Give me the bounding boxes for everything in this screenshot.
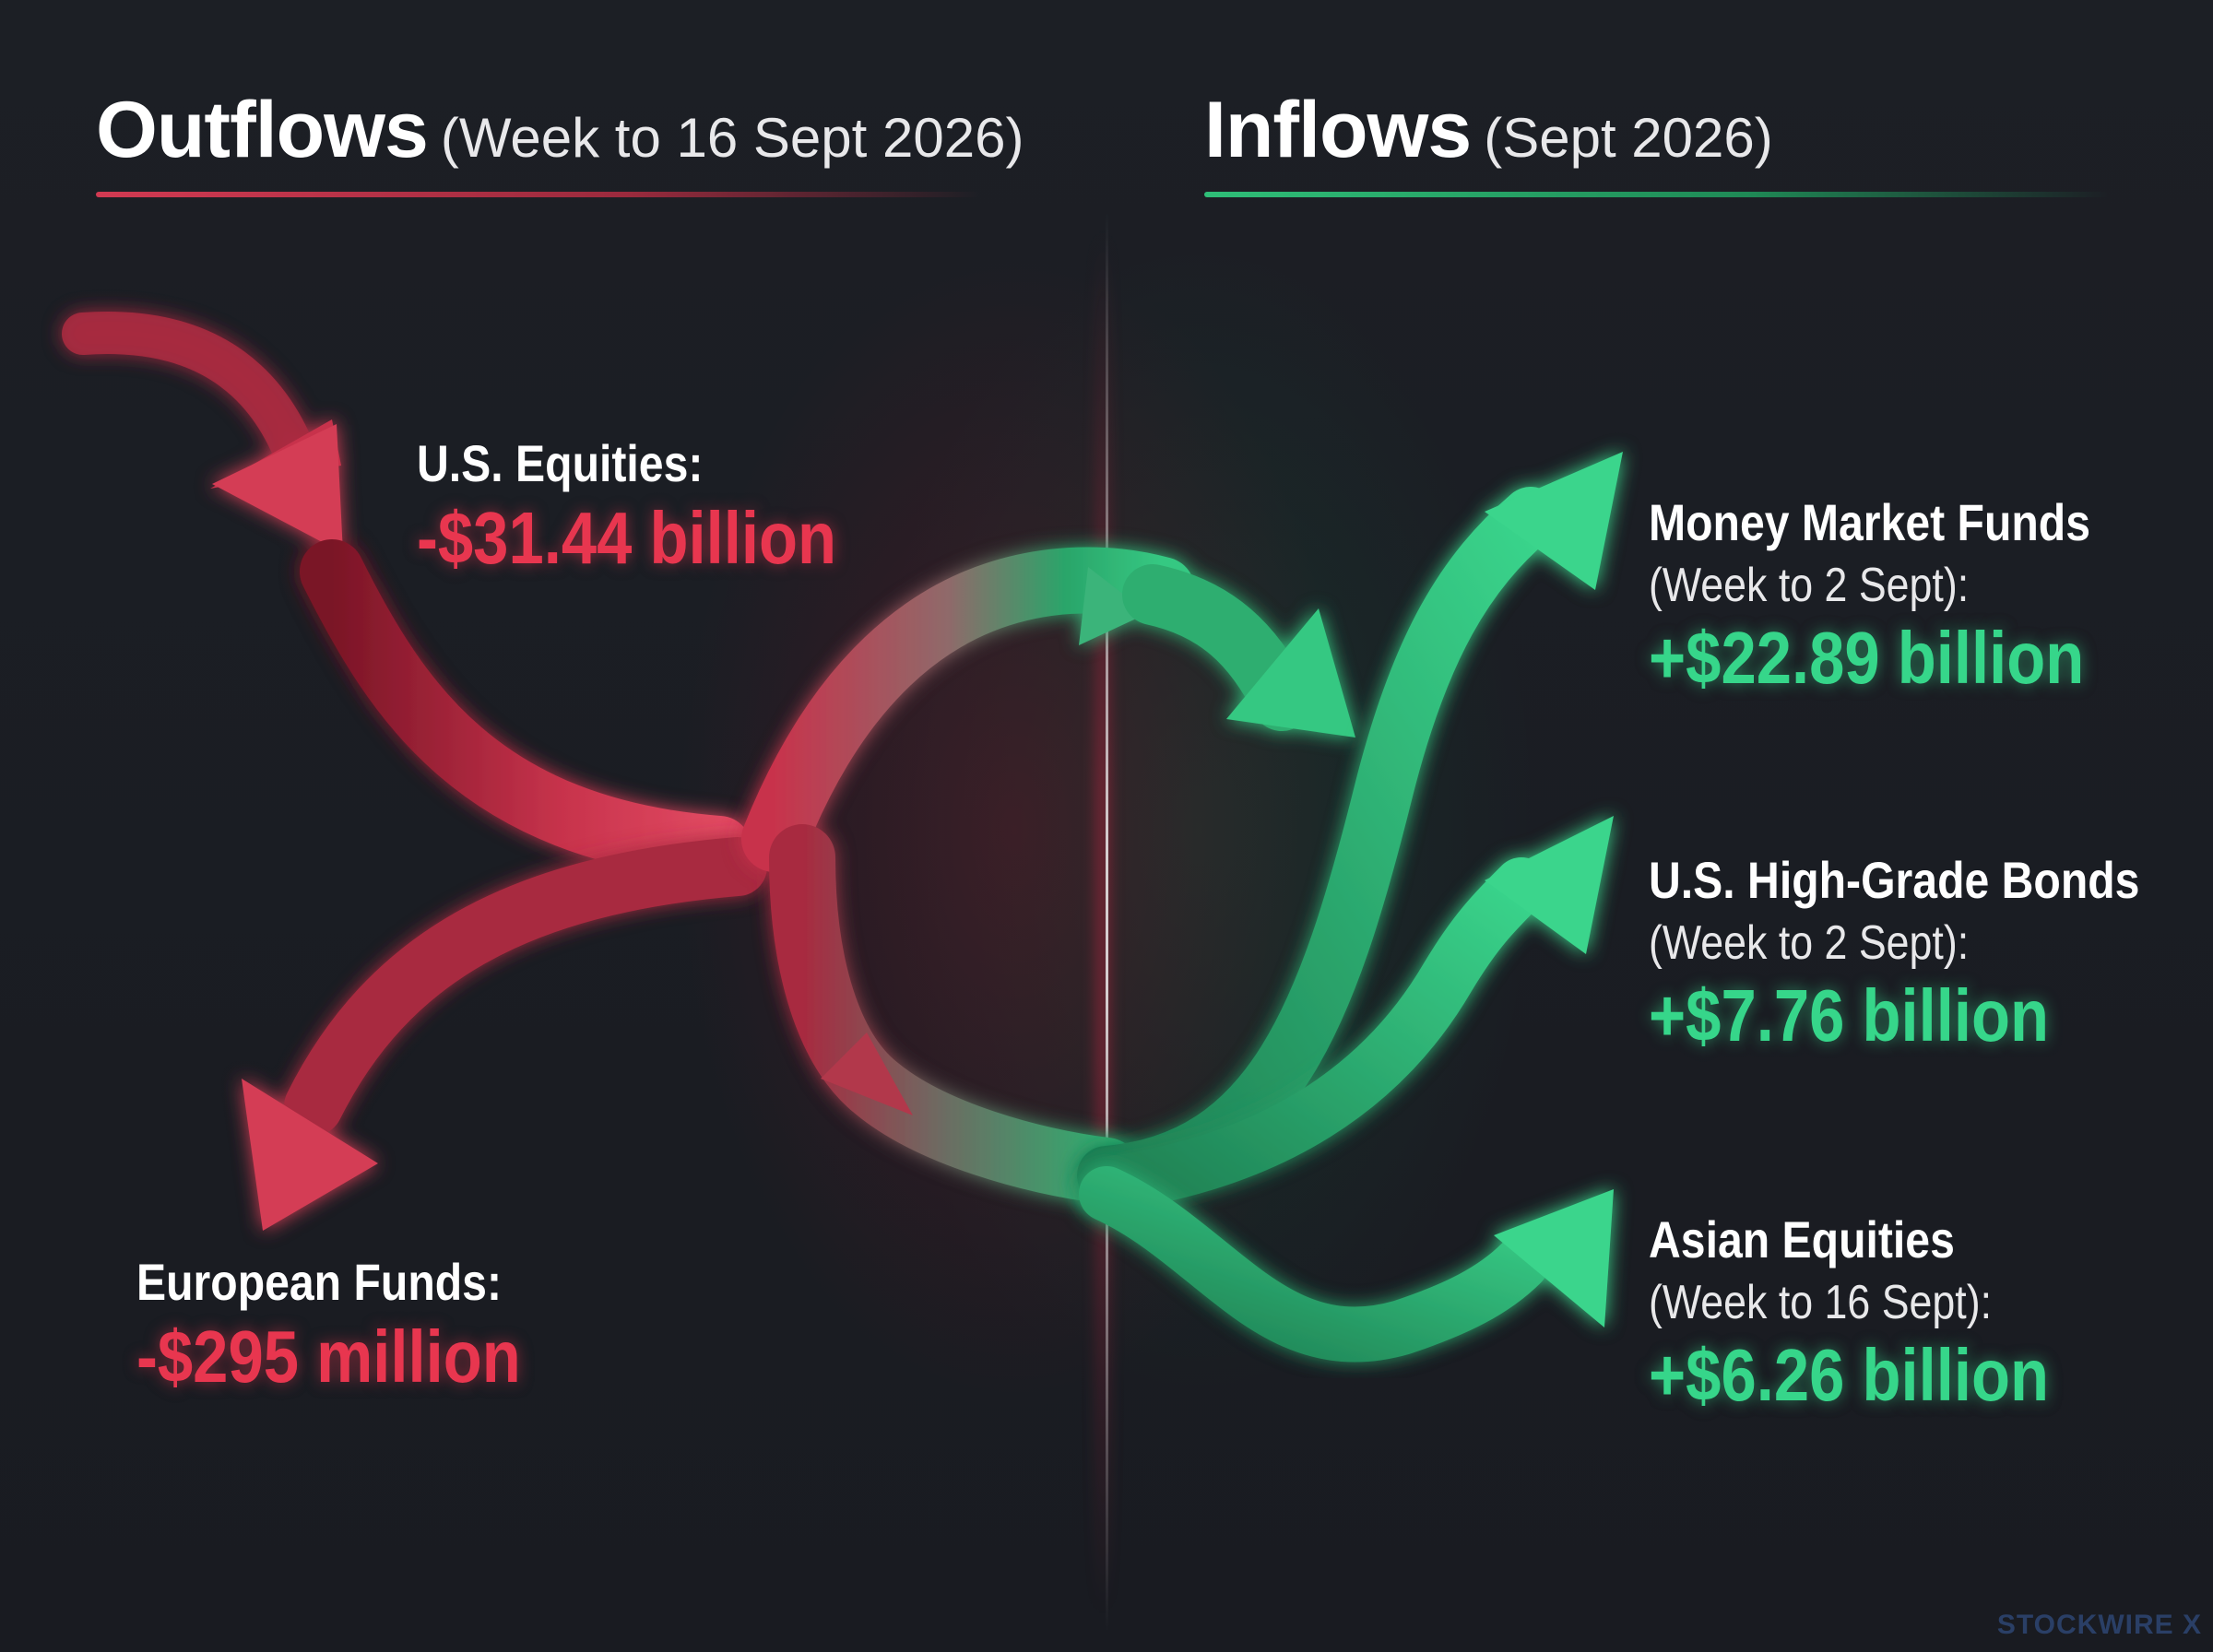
asian-equities-name: Asian Equities — [1649, 1210, 1955, 1268]
inflows-period: (Sept 2026) — [1484, 107, 1773, 169]
us-equities-outflow-arrow — [62, 312, 751, 880]
european-funds-label: European Funds: -$295 million — [136, 1250, 584, 1399]
inflows-title: Inflows — [1204, 86, 1472, 174]
reallocation-loop — [741, 547, 1355, 1204]
money-market-name: Money Market Funds — [1649, 493, 2090, 551]
asian-equities-value: +$6.26 billion — [1649, 1334, 2050, 1416]
asian-equities-period: (Week to 16 Sept): — [1649, 1276, 1993, 1329]
center-divider — [1106, 212, 1108, 1632]
inflows-underline — [1204, 192, 2108, 197]
high-grade-bonds-name: U.S. High-Grade Bonds — [1649, 851, 2140, 909]
asian-equities-inflow-arrow — [1079, 1166, 1614, 1363]
money-market-period: (Week to 2 Sept): — [1649, 559, 1970, 612]
us-equities-label: U.S. Equities: -$31.44 billion — [417, 431, 905, 581]
outflows-heading: Outflows (Week to 16 Sept 2026) — [96, 85, 1024, 176]
european-funds-outflow-arrow — [242, 837, 767, 1231]
outflows-title: Outflows — [96, 86, 429, 174]
money-market-label: Money Market Funds (Week to 2 Sept): +$2… — [1649, 490, 2162, 701]
high-grade-bonds-period: (Week to 2 Sept): — [1649, 916, 1970, 970]
high-grade-bonds-inflow-arrow — [1079, 816, 1614, 1212]
outflows-underline — [96, 192, 981, 197]
high-grade-bonds-label: U.S. High-Grade Bonds (Week to 2 Sept): … — [1649, 848, 2213, 1058]
high-grade-bonds-value: +$7.76 billion — [1649, 974, 2050, 1056]
inflows-heading: Inflows (Sept 2026) — [1204, 85, 1773, 176]
asian-equities-label: Asian Equities (Week to 16 Sept): +$6.26… — [1649, 1208, 2114, 1418]
outflows-period: (Week to 16 Sept 2026) — [440, 107, 1024, 169]
us-equities-name: U.S. Equities: — [417, 434, 704, 492]
money-market-value: +$22.89 billion — [1649, 617, 2085, 699]
european-funds-name: European Funds: — [136, 1253, 502, 1311]
watermark-logo: STOCKWIRE X — [1996, 1610, 2202, 1640]
european-funds-value: -$295 million — [136, 1316, 521, 1398]
us-equities-value: -$31.44 billion — [417, 497, 836, 579]
